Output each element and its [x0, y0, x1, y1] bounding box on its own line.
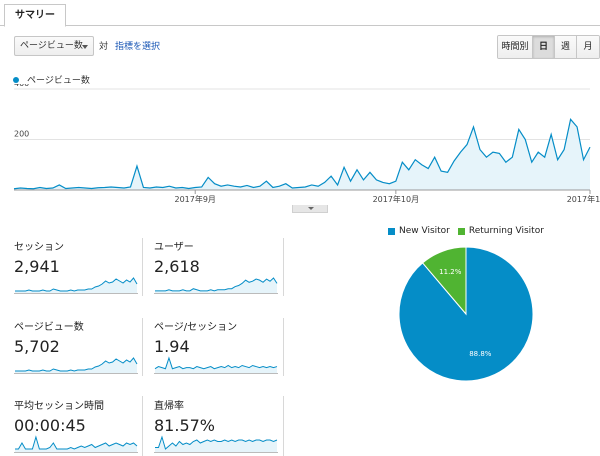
scorecard-divider: [283, 238, 284, 296]
sparkline-area: [15, 437, 137, 452]
pie-slice[interactable]: [421, 246, 467, 316]
chart-collapse-handle[interactable]: [292, 205, 328, 213]
granularity-toggle: 時間別 日 週 月: [497, 35, 600, 59]
granularity-month-button[interactable]: 月: [577, 36, 599, 58]
pie-legend-item: Returning Visitor: [457, 226, 544, 236]
scorecard-value: 5,702: [14, 337, 60, 356]
legend-swatch-icon: [457, 227, 465, 235]
sparkline-line: [15, 357, 138, 372]
scorecard[interactable]: ユーザー 2,618: [154, 238, 284, 308]
series-line: [13, 118, 591, 190]
scorecard-label: 直帰率: [154, 401, 184, 412]
scorecard-value: 00:00:45: [14, 416, 86, 435]
series-dot-icon: [13, 76, 19, 83]
tab-bar: サマリー: [0, 0, 600, 27]
sparkline-line: [15, 277, 138, 292]
scorecard-value: 2,941: [14, 257, 60, 276]
sparkline-line: [154, 356, 278, 370]
sparkline-line: [155, 435, 278, 450]
y-tick-label: 400: [14, 84, 29, 88]
chevron-down-icon: [82, 45, 88, 49]
scorecard-label: ページ/セッション: [154, 322, 238, 333]
pie-slice-label: 88.8%: [469, 350, 492, 358]
metric-select[interactable]: ページビュー数: [14, 36, 94, 56]
scorecard[interactable]: 直帰率 81.57%: [154, 397, 284, 456]
granularity-week-button[interactable]: 週: [555, 36, 577, 58]
series-area: [14, 119, 590, 190]
visitor-pie-chart[interactable]: 88.8% 11.2%: [398, 246, 534, 382]
pie-slice-label: 11.2%: [439, 268, 462, 276]
scorecard-divider: [283, 318, 284, 376]
scorecard-label: ユーザー: [154, 242, 194, 253]
scorecard-divider: [142, 396, 143, 456]
x-tick-label: 2017年11月: [567, 194, 600, 204]
sparkline-line: [15, 435, 138, 450]
granularity-day-button[interactable]: 日: [533, 36, 555, 58]
select-metric-link[interactable]: 指標を選択: [115, 42, 161, 52]
metric-select-label: ページビュー数: [20, 41, 83, 51]
sparkline-line: [155, 277, 278, 292]
scorecard-divider: [283, 396, 284, 456]
pie-legend: New Visitor Returning Visitor: [388, 226, 552, 236]
x-tick-label: 2017年10月: [373, 194, 420, 204]
scorecard-label: ページビュー数: [14, 322, 84, 333]
scorecard-sparkline: [14, 435, 138, 453]
scorecard-label: 平均セッション時間: [14, 401, 104, 412]
vs-label: 対: [99, 42, 109, 52]
scorecard-label: セッション: [14, 242, 64, 253]
chart-legend-label: ページビュー数: [27, 76, 90, 86]
scorecard-sparkline: [14, 277, 138, 294]
y-tick-label: 200: [14, 130, 29, 139]
tab-summary[interactable]: サマリー: [4, 4, 66, 27]
sparkline-area: [155, 358, 277, 373]
scorecard-divider: [142, 318, 143, 376]
scorecard[interactable]: ページ/セッション 1.94: [154, 318, 284, 388]
scorecard-divider: [142, 238, 143, 296]
sparkline-area: [155, 437, 277, 452]
scorecard-sparkline: [154, 356, 278, 374]
sparkline-area: [155, 278, 277, 293]
scorecard-sparkline: [154, 277, 278, 294]
scorecard-value: 2,618: [154, 257, 200, 276]
x-tick-label: 2017年9月: [174, 194, 215, 204]
scorecard[interactable]: セッション 2,941: [14, 238, 144, 308]
pie-legend-label: Returning Visitor: [468, 226, 544, 236]
scorecard-sparkline: [14, 357, 138, 374]
scorecard-value: 1.94: [154, 337, 190, 356]
scorecard-sparkline: [154, 435, 278, 453]
scorecard[interactable]: 平均セッション時間 00:00:45: [14, 397, 144, 456]
granularity-hourly-button[interactable]: 時間別: [498, 36, 533, 58]
legend-swatch-icon: [388, 227, 395, 235]
pageviews-line-chart[interactable]: 200 400 2017年9月 2017年10月 2017年11月: [0, 84, 600, 206]
pie-legend-label: New Visitor: [399, 226, 450, 236]
scorecard[interactable]: ページビュー数 5,702: [14, 318, 144, 388]
chart-legend: ページビュー数: [13, 73, 90, 86]
scorecard-value: 81.57%: [154, 416, 216, 435]
pie-legend-item: New Visitor: [388, 226, 450, 236]
